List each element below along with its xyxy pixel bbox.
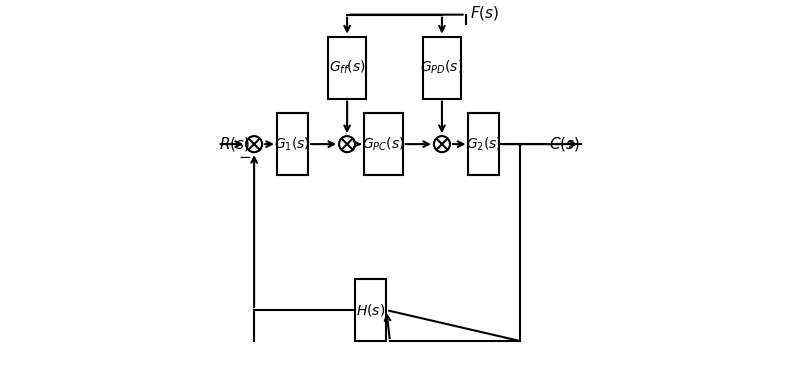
Text: $R(s)$: $R(s)$: [219, 135, 250, 153]
FancyBboxPatch shape: [328, 36, 366, 99]
Text: $H(s)$: $H(s)$: [356, 302, 386, 318]
FancyBboxPatch shape: [422, 36, 461, 99]
Text: $G_{PC}(s)$: $G_{PC}(s)$: [362, 135, 405, 153]
Text: $G_2(s)$: $G_2(s)$: [466, 135, 502, 153]
Circle shape: [434, 136, 450, 152]
FancyBboxPatch shape: [365, 113, 402, 175]
FancyBboxPatch shape: [468, 113, 499, 175]
Text: $-$: $-$: [238, 148, 251, 163]
Circle shape: [246, 136, 262, 152]
Circle shape: [339, 136, 355, 152]
Text: $C(s)$: $C(s)$: [550, 135, 581, 153]
Text: $G_{ff}(s)$: $G_{ff}(s)$: [329, 59, 366, 76]
Text: $G_1(s)$: $G_1(s)$: [274, 135, 310, 153]
Text: $F(s)$: $F(s)$: [470, 4, 499, 22]
FancyBboxPatch shape: [355, 279, 386, 341]
FancyBboxPatch shape: [277, 113, 308, 175]
Text: $G_{PD}(s)$: $G_{PD}(s)$: [420, 59, 464, 76]
